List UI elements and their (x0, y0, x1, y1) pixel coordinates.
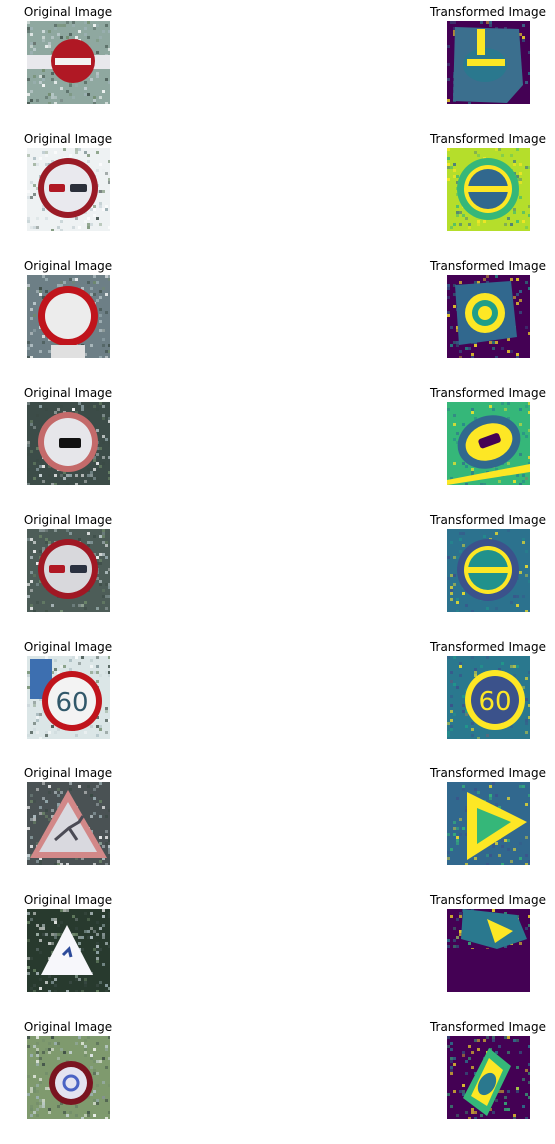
transformed-image (447, 1036, 530, 1120)
deer-crossing-sign-icon (30, 790, 107, 859)
transformed-image (447, 147, 530, 231)
transformed-image-caption: Transformed Image (429, 893, 547, 908)
original-image (27, 274, 110, 358)
transformed-image (447, 401, 530, 485)
original-image-caption: Original Image (23, 766, 113, 781)
transformed-image (447, 782, 530, 866)
svg-text:60: 60 (478, 687, 511, 717)
no-overtaking-sign-icon (38, 538, 98, 599)
transformed-image (447, 528, 530, 612)
original-image (27, 21, 110, 104)
no-overtaking-viridis-2-icon (457, 538, 519, 601)
speed-circle-warped-icon (463, 1048, 511, 1117)
speed-circle-noisy-sign-icon (49, 1061, 93, 1106)
original-image: 60 (27, 655, 110, 739)
original-image-svg (27, 1036, 110, 1120)
no-vehicles-warped-icon (455, 280, 517, 345)
original-image (27, 147, 110, 231)
road-bend-sign-icon (41, 925, 93, 976)
original-image-svg: 60 (27, 655, 110, 739)
transformed-image-svg (447, 147, 530, 231)
original-image-svg (27, 21, 110, 104)
no-entry-sign-icon (27, 39, 110, 83)
svg-text:60: 60 (55, 688, 88, 718)
original-image-caption: Original Image (23, 5, 113, 19)
transformed-image (447, 909, 530, 993)
no-overtaking-trucks-sign-icon (38, 411, 98, 472)
no-entry-warped-icon (453, 27, 523, 103)
original-image (27, 909, 110, 993)
speed-60-viridis-icon: 60 (465, 669, 525, 730)
transformed-image-caption: Transformed Image (429, 385, 547, 400)
transformed-image-caption: Transformed Image (429, 639, 547, 654)
original-image-svg (27, 274, 110, 358)
transformed-image-caption: Transformed Image (429, 5, 547, 19)
transformed-image (447, 274, 530, 358)
transformed-image-caption: Transformed Image (429, 258, 547, 273)
no-overtaking-sign-icon (38, 157, 98, 218)
original-image (27, 528, 110, 612)
deer-crossing-viridis-icon (467, 792, 527, 861)
transformed-image-caption: Transformed Image (429, 512, 547, 527)
original-image-caption: Original Image (23, 893, 113, 908)
original-image-caption: Original Image (23, 639, 113, 654)
original-image-svg (27, 528, 110, 612)
original-image (27, 1036, 110, 1120)
original-image-caption: Original Image (23, 512, 113, 527)
transformed-image-svg (447, 401, 530, 485)
original-image (27, 401, 110, 485)
transformed-image-caption: Transformed Image (429, 766, 547, 781)
transformed-image-svg (447, 782, 530, 866)
transformed-image: 60 (447, 655, 530, 739)
no-overtaking-viridis-icon (457, 157, 519, 220)
original-image-caption: Original Image (23, 1020, 113, 1035)
transformed-image-svg (447, 909, 530, 993)
original-image-svg (27, 782, 110, 866)
transformed-image-svg (447, 21, 530, 104)
transformed-image-svg (447, 528, 530, 612)
original-image-caption: Original Image (23, 258, 113, 273)
original-image-caption: Original Image (23, 385, 113, 400)
road-bend-warped-icon (447, 909, 530, 993)
no-vehicles-sign-icon (38, 285, 98, 358)
transformed-image (447, 21, 530, 104)
speed-60-sign-icon: 60 (30, 658, 102, 731)
transformed-image-caption: Transformed Image (429, 131, 547, 146)
transformed-image-svg (447, 274, 530, 358)
original-image-svg (27, 147, 110, 231)
transformed-image-caption: Transformed Image (429, 1020, 547, 1035)
no-overtaking-trucks-viridis-icon (447, 414, 530, 485)
original-image-caption: Original Image (23, 131, 113, 146)
transformed-image-svg (447, 1036, 530, 1120)
original-image-svg (27, 909, 110, 993)
original-image-svg (27, 401, 110, 485)
original-image (27, 782, 110, 866)
transformed-image-svg: 60 (447, 655, 530, 739)
